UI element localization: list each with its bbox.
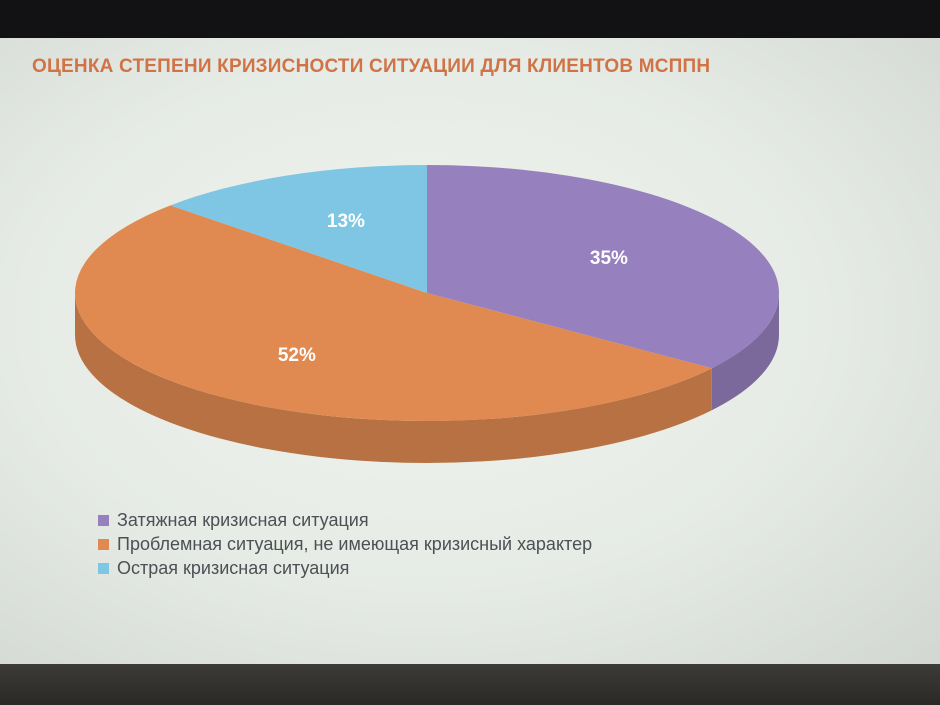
projection-top-band — [0, 0, 940, 38]
pie-slice-prolonged-crisis — [427, 165, 779, 369]
pie-slice-acute-crisis — [170, 165, 427, 293]
pie-slice-acute-crisis-value-label: 13% — [327, 211, 365, 232]
legend-swatch — [98, 538, 109, 550]
legend-item-prolonged-crisis: Затяжная кризисная ситуация — [98, 508, 592, 532]
pie-labels: 35% 52% 13% — [278, 211, 628, 366]
legend-item-acute-crisis: Острая кризисная ситуация — [98, 556, 592, 580]
pie-slice-problem-situation-side — [75, 293, 712, 463]
legend-label: Затяжная кризисная ситуация — [117, 509, 369, 530]
chart-title: ОЦЕНКА СТЕПЕНИ КРИЗИСНОСТИ СИТУАЦИИ ДЛЯ … — [32, 56, 711, 77]
pie-slice-problem-situation-value-label: 52% — [278, 345, 316, 366]
pie-sides — [75, 293, 779, 463]
projection-screen: ОЦЕНКА СТЕПЕНИ КРИЗИСНОСТИ СИТУАЦИИ ДЛЯ … — [0, 38, 940, 664]
legend-label: Проблемная ситуация, не имеющая кризисны… — [117, 533, 593, 554]
projection-bottom-band — [0, 664, 940, 705]
pie-slice-problem-situation — [74, 205, 712, 422]
pie-chart: 35% 52% 13% — [74, 165, 779, 463]
legend-swatch — [98, 562, 109, 574]
pie-slice-prolonged-crisis-side — [711, 293, 779, 411]
pie-slice-prolonged-crisis-value-label: 35% — [590, 248, 628, 269]
chart-legend: Затяжная кризисная ситуация Проблемная с… — [98, 508, 592, 580]
pie-tops — [74, 165, 779, 422]
legend-swatch — [98, 514, 109, 526]
legend-item-problem-situation: Проблемная ситуация, не имеющая кризисны… — [98, 532, 592, 556]
legend-label: Острая кризисная ситуация — [117, 557, 350, 578]
